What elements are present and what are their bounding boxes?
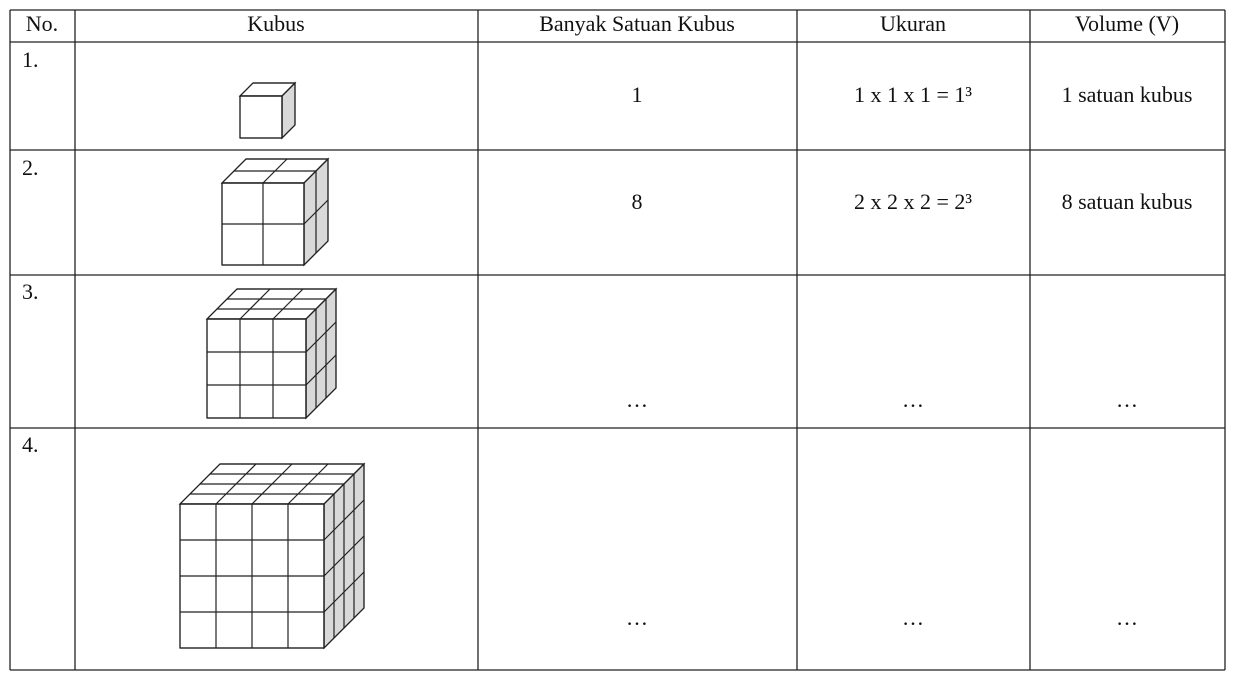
row-number: 4. (22, 432, 39, 457)
cube-volume: … (1116, 605, 1138, 630)
header-cell: Ukuran (880, 11, 946, 36)
cube-count: … (626, 605, 648, 630)
cube-size: … (902, 605, 924, 630)
cube-edge (303, 158, 329, 184)
row-number: 2. (22, 155, 39, 180)
cube (205, 287, 338, 420)
cube-edge (272, 288, 304, 320)
cube-edge (305, 354, 337, 386)
cube-edge (305, 387, 337, 419)
cube-edge (281, 124, 296, 139)
header-cell: Kubus (247, 11, 304, 36)
cube-size: … (902, 387, 924, 412)
cube-size: 2 x 2 x 2 = 2³ (854, 189, 972, 214)
cube-edge (239, 288, 271, 320)
row-number: 1. (22, 47, 39, 72)
row-number: 3. (22, 279, 39, 304)
cube (220, 157, 330, 267)
cube-edge (323, 535, 365, 577)
cube-front (239, 95, 283, 139)
cube (238, 81, 297, 140)
cube-edge (323, 463, 365, 505)
cube-edge (239, 82, 254, 97)
cube-edge (287, 463, 329, 505)
cube-volume: 1 satuan kubus (1062, 82, 1193, 107)
cube-edge (323, 499, 365, 541)
cube-edge (206, 288, 238, 320)
header-cell: Volume (V) (1075, 11, 1179, 36)
cube-drawings (178, 81, 366, 650)
cube-size: 1 x 1 x 1 = 1³ (854, 82, 972, 107)
header-cell: Banyak Satuan Kubus (539, 11, 735, 36)
cube-count: 1 (632, 82, 643, 107)
cube-count: 8 (632, 189, 643, 214)
cube-edge (305, 288, 337, 320)
cube-front (206, 318, 307, 419)
cube (178, 462, 366, 650)
table-grid (9, 9, 1226, 671)
cube-volume: … (1116, 387, 1138, 412)
cube-volume: 8 satuan kubus (1062, 189, 1193, 214)
cube-edge (281, 82, 296, 97)
cube-edge (305, 321, 337, 353)
cube-edge (303, 199, 329, 225)
header-cell: No. (26, 11, 58, 36)
cube-count: … (626, 387, 648, 412)
